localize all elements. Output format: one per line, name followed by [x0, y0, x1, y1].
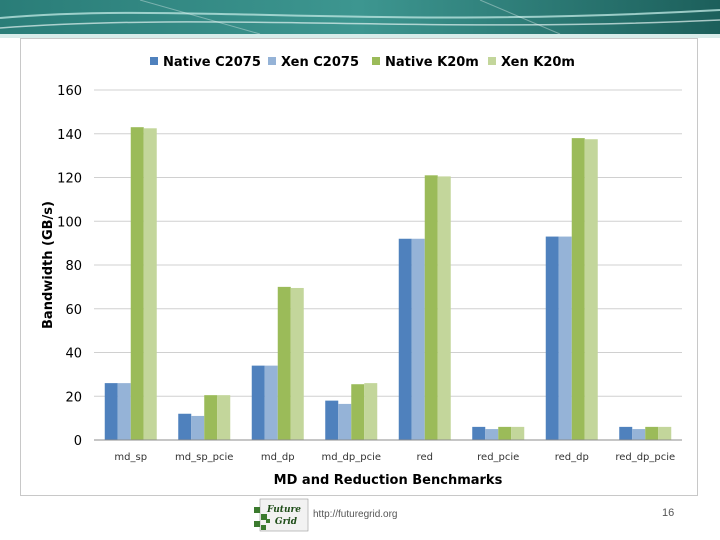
- legend-swatch: [372, 57, 380, 65]
- legend-swatch: [150, 57, 158, 65]
- svg-text:Grid: Grid: [275, 517, 298, 527]
- bar: [178, 413, 192, 440]
- bar: [204, 395, 218, 440]
- x-axis-category-labels: md_sp md_sp_pcie md_dp md_dp_pcie red red_pci…: [114, 452, 675, 463]
- legend-swatch: [488, 57, 496, 65]
- bar: [411, 238, 425, 440]
- legend-label: Xen K20m: [501, 55, 575, 70]
- y-axis-title: Bandwidth (GB/s): [41, 201, 56, 329]
- bar: [251, 365, 265, 440]
- svg-text:Future: Future: [266, 505, 301, 515]
- y-tick-label: 140: [57, 128, 82, 143]
- y-tick-label: 40: [65, 347, 82, 362]
- bar: [104, 383, 118, 440]
- x-tick-label: red: [417, 452, 433, 463]
- bar: [290, 287, 304, 440]
- x-tick-label: md_sp_pcie: [175, 452, 233, 463]
- bar: [217, 395, 231, 440]
- x-tick-label: red_pcie: [477, 452, 519, 463]
- page-number: 16: [662, 507, 675, 519]
- bar: [485, 429, 499, 440]
- x-tick-label: md_dp: [261, 452, 295, 463]
- x-tick-label: red_dp: [555, 452, 589, 463]
- x-tick-label: md_dp_pcie: [321, 452, 381, 463]
- bar: [558, 236, 572, 440]
- y-axis-tick-labels: 0 20 40 60 80 100 120 140 160: [57, 84, 82, 449]
- bar: [498, 426, 512, 440]
- x-axis-title: MD and Reduction Benchmarks: [274, 473, 503, 488]
- bar: [424, 175, 438, 440]
- legend-swatch: [268, 57, 276, 65]
- bar: [658, 426, 672, 440]
- bar: [117, 383, 131, 440]
- y-tick-label: 0: [74, 434, 82, 449]
- bar: [632, 429, 646, 440]
- y-tick-label: 100: [57, 215, 82, 230]
- y-tick-label: 60: [65, 303, 82, 318]
- y-tick-label: 80: [65, 259, 82, 274]
- bar: [277, 286, 291, 440]
- bar: [511, 426, 525, 440]
- bar: [143, 128, 157, 440]
- bar: [398, 238, 412, 440]
- footer-url[interactable]: http://futuregrid.org: [313, 509, 398, 520]
- y-tick-label: 120: [57, 172, 82, 187]
- bar: [351, 384, 365, 440]
- bar: [472, 426, 486, 440]
- bar: [645, 426, 659, 440]
- futuregrid-logo: Future Grid: [254, 498, 309, 532]
- x-tick-label: red_dp_pcie: [615, 452, 675, 463]
- bar: [571, 138, 585, 440]
- legend-label: Native C2075: [163, 55, 261, 70]
- bar: [584, 139, 598, 440]
- bar: [191, 415, 205, 440]
- bar: [130, 127, 144, 440]
- bar: [264, 365, 278, 440]
- legend-label: Native K20m: [385, 55, 479, 70]
- bar: [338, 403, 352, 440]
- legend: Native C2075 Xen C2075 Native K20m Xen K20m: [150, 55, 575, 70]
- y-tick-label: 160: [57, 84, 82, 99]
- bar: [619, 426, 633, 440]
- x-tick-label: md_sp: [114, 452, 147, 463]
- bar: [364, 383, 378, 440]
- bars: [104, 127, 672, 440]
- legend-label: Xen C2075: [281, 55, 359, 70]
- bar: [325, 400, 339, 440]
- y-tick-label: 20: [65, 390, 82, 405]
- bar: [437, 176, 451, 440]
- bar: [545, 236, 559, 440]
